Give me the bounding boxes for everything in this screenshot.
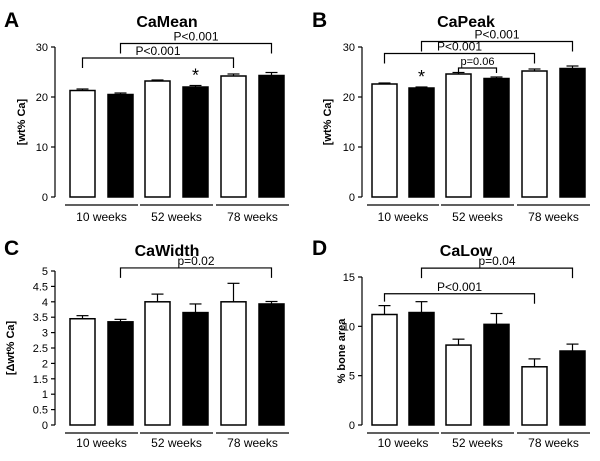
panel-c-y-label: [Δwt% Ca] <box>5 320 17 375</box>
panel-c-y-tick-label: 1 <box>42 389 48 401</box>
panel-a: A CaMean 0 10 20 30 [wt% Ca] 10 weeks 52 weeks 78… <box>4 9 289 224</box>
panel-c-y-tick-label: 0 <box>42 420 48 432</box>
panel-c-bar <box>107 321 134 426</box>
panel-d-group-label: 10 weeks <box>378 436 429 450</box>
panel-c-group-label: 10 weeks <box>76 436 127 450</box>
panel-b-group-label: 78 weeks <box>528 210 579 224</box>
panel-d-y-tick-label: 10 <box>343 321 355 333</box>
panel-b-y-label: [wt% Ca] <box>322 98 334 145</box>
panel-b-y-tick-label: 20 <box>343 92 355 104</box>
panel-b-group-label: 52 weeks <box>452 210 503 224</box>
panel-a-sig-label: P<0.001 <box>173 30 218 44</box>
panel-b-bar <box>408 87 435 198</box>
panel-b-bar <box>521 70 548 198</box>
panel-c-group-label: 52 weeks <box>151 436 202 450</box>
panel-c-y-tick-label: 5 <box>42 266 48 278</box>
panel-c-bar <box>220 301 247 426</box>
panel-c-y-tick-label: 3 <box>42 328 48 340</box>
panel-d-y-tick-label: 15 <box>343 272 355 284</box>
panel-c-letter: C <box>4 237 19 260</box>
panel-c-y-tick-label: 4 <box>42 297 48 309</box>
panel-b-bar <box>483 77 510 198</box>
panel-a-bar <box>258 74 285 198</box>
panel-c-group-label: 78 weeks <box>227 436 278 450</box>
panel-a-y-tick-label: 10 <box>36 142 48 154</box>
panel-b-sig-label: p=0.06 <box>461 56 495 68</box>
panel-c-y-tick-label: 3.5 <box>33 312 48 324</box>
panel-b-letter: B <box>312 9 327 32</box>
panel-c-title: CaWidth <box>135 243 200 260</box>
panel-d-bar <box>521 366 548 426</box>
panel-a-group-label: 10 weeks <box>76 210 127 224</box>
panel-a-bar <box>220 75 247 198</box>
panel-d-y-tick-label: 0 <box>349 420 355 432</box>
panel-b-title: CaPeak <box>437 14 495 31</box>
panel-a-bar <box>69 89 96 198</box>
panel-b-sig-bracket <box>383 52 536 64</box>
panel-d-title: CaLow <box>440 243 493 260</box>
panel-d-group-label: 78 weeks <box>528 436 579 450</box>
panel-d-sig-label: P<0.001 <box>437 280 482 294</box>
panel-c-bar <box>182 311 209 426</box>
panel-a-letter: A <box>4 9 19 32</box>
panel-b-bar <box>559 67 586 198</box>
panel-b-sig-bracket <box>457 67 498 73</box>
panel-d: D CaLow 0 5 10 15 % bone area 10 weeks 52 weeks 7… <box>312 237 590 450</box>
panel-c-bar <box>144 301 171 426</box>
panel-b-sig-bracket <box>420 40 574 52</box>
panel-d-group-label: 52 weeks <box>452 436 503 450</box>
panel-a-y-label: [wt% Ca] <box>16 98 28 145</box>
panel-a-group-label: 52 weeks <box>151 210 202 224</box>
panel-a-sig-bracket <box>81 57 235 68</box>
panel-a-bar <box>107 93 134 198</box>
panel-b-y-tick-label: 30 <box>343 42 355 54</box>
panel-a-bar <box>144 80 171 198</box>
panel-b-bar <box>371 83 398 198</box>
panel-c-bar <box>258 303 285 426</box>
panel-b-y-tick-label: 0 <box>349 192 355 204</box>
panel-d-sig-bracket <box>420 267 574 279</box>
panel-b-sig-label: P<0.001 <box>474 28 519 42</box>
panel-c-y-tick-label: 2 <box>42 358 48 370</box>
panel-a-y-tick-label: 0 <box>42 192 48 204</box>
panel-a-group-label: 78 weeks <box>227 210 278 224</box>
panel-a-y-tick-label: 30 <box>36 42 48 54</box>
panel-d-letter: D <box>312 237 327 260</box>
panel-d-sig-label: p=0.04 <box>478 254 515 268</box>
panel-b-star: * <box>418 67 425 87</box>
panel-b-bar <box>445 73 472 198</box>
panel-a-y-tick-label: 20 <box>36 92 48 104</box>
panel-a-sig-bracket <box>119 42 273 54</box>
panel-c-sig-bracket <box>119 267 273 278</box>
panel-c-sig-label: p=0.02 <box>177 254 214 268</box>
panel-d-bar <box>559 350 586 426</box>
panel-a-sig-label: P<0.001 <box>135 44 180 58</box>
panel-c-bar <box>69 317 96 426</box>
panel-b-y-tick-label: 10 <box>343 142 355 154</box>
panel-c-y-tick-label: 0.5 <box>33 405 48 417</box>
panel-d-bar <box>371 313 398 426</box>
panel-c-y-tick-label: 1.5 <box>33 374 48 386</box>
panel-c-y-tick-label: 2.5 <box>33 343 48 355</box>
panel-d-sig-bracket <box>383 293 536 304</box>
panel-a-bar <box>182 86 209 198</box>
panel-c: C CaWidth 0 0.5 1 1.5 2 2.5 3 3.5 4 4.5 5 [Δwt% Ca] 10… <box>4 237 289 450</box>
panel-d-bar <box>445 344 472 426</box>
panel-b: B CaPeak 0 10 20 30 [wt% Ca] 10 weeks 52 weeks 78… <box>312 9 590 224</box>
panel-a-title: CaMean <box>136 14 197 31</box>
panel-b-group-label: 10 weeks <box>378 210 429 224</box>
panel-d-y-tick-label: 5 <box>349 371 355 383</box>
panel-d-bar <box>483 323 510 426</box>
panel-b-sig-label: P<0.001 <box>437 40 482 54</box>
panel-c-y-tick-label: 4.5 <box>33 281 48 293</box>
panel-a-star: * <box>192 66 199 86</box>
panel-d-y-label: % bone area <box>336 318 348 384</box>
panel-d-bar <box>408 311 435 426</box>
